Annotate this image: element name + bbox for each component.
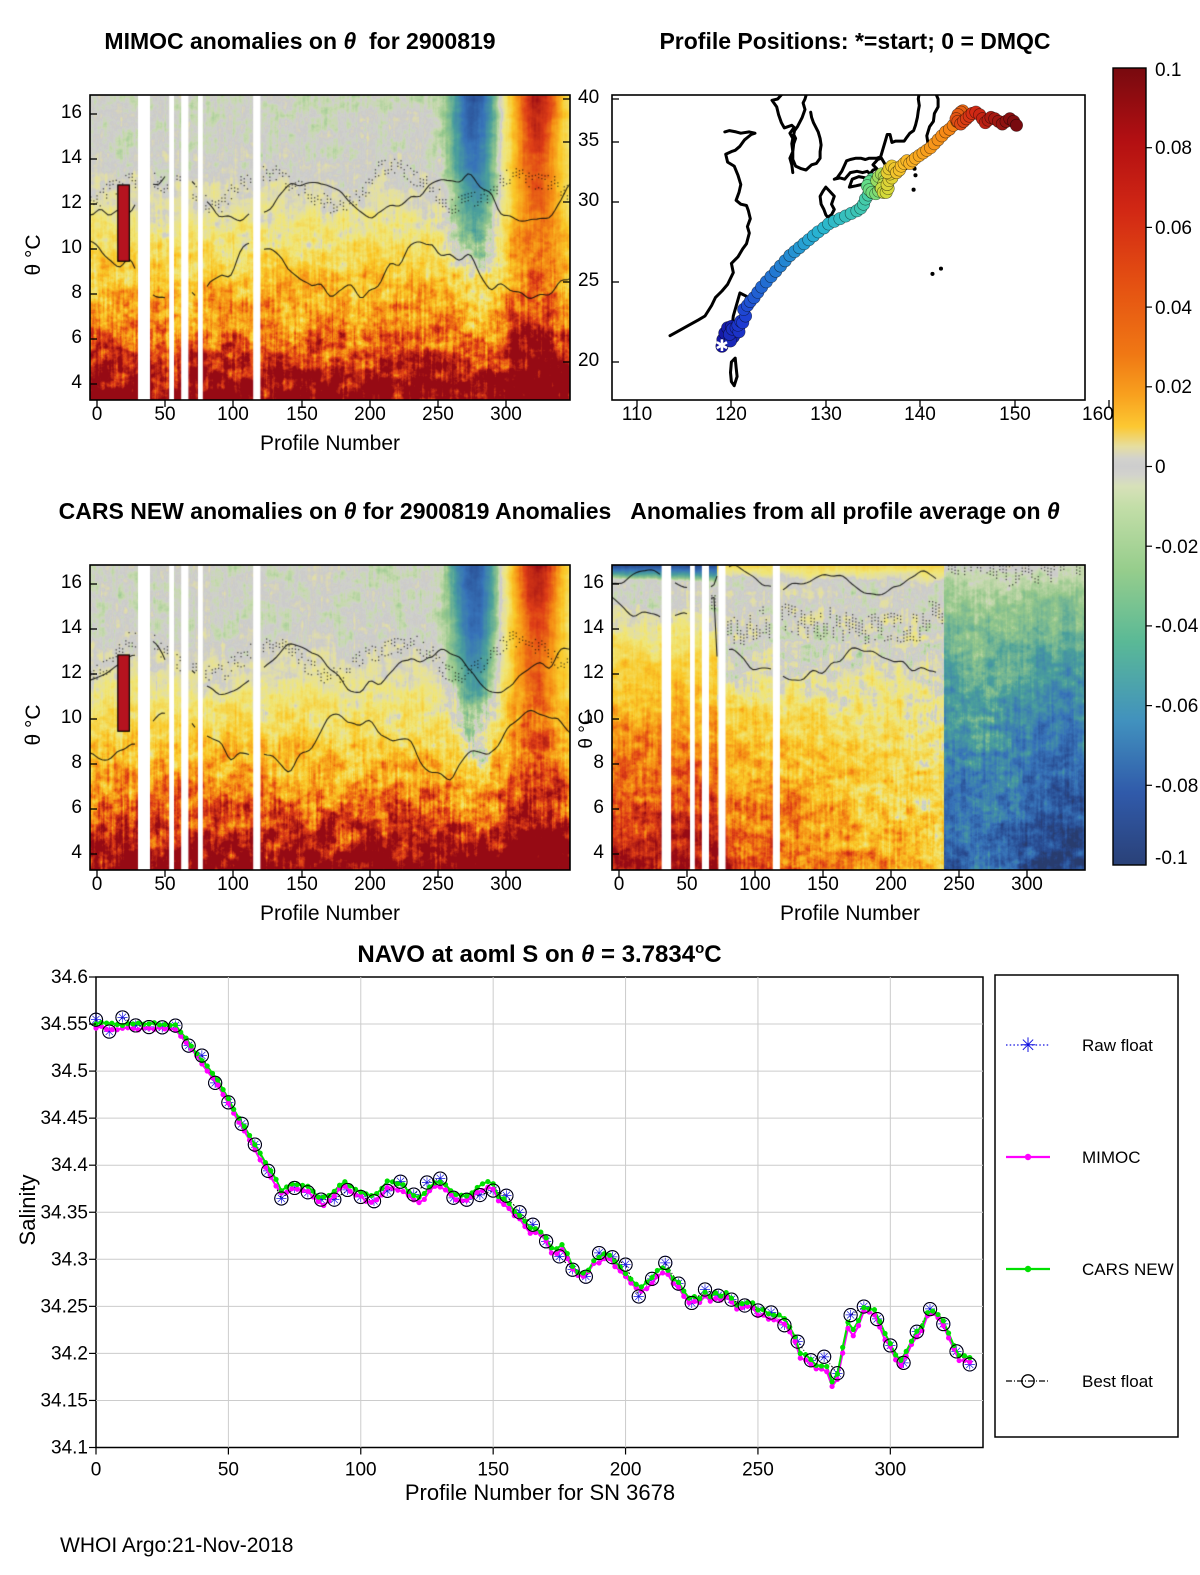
svg-text:-0.08: -0.08: [1155, 776, 1198, 797]
svg-text:0: 0: [1155, 457, 1166, 478]
svg-text:0.08: 0.08: [1155, 138, 1192, 159]
svg-text:-0.04: -0.04: [1155, 616, 1199, 637]
svg-text:-0.02: -0.02: [1155, 537, 1198, 558]
svg-text:-0.06: -0.06: [1155, 696, 1198, 717]
svg-text:0.04: 0.04: [1155, 298, 1192, 319]
svg-text:0.1: 0.1: [1155, 60, 1181, 81]
svg-text:0.02: 0.02: [1155, 377, 1192, 398]
svg-text:-0.1: -0.1: [1155, 848, 1188, 869]
svg-text:0.06: 0.06: [1155, 218, 1192, 239]
